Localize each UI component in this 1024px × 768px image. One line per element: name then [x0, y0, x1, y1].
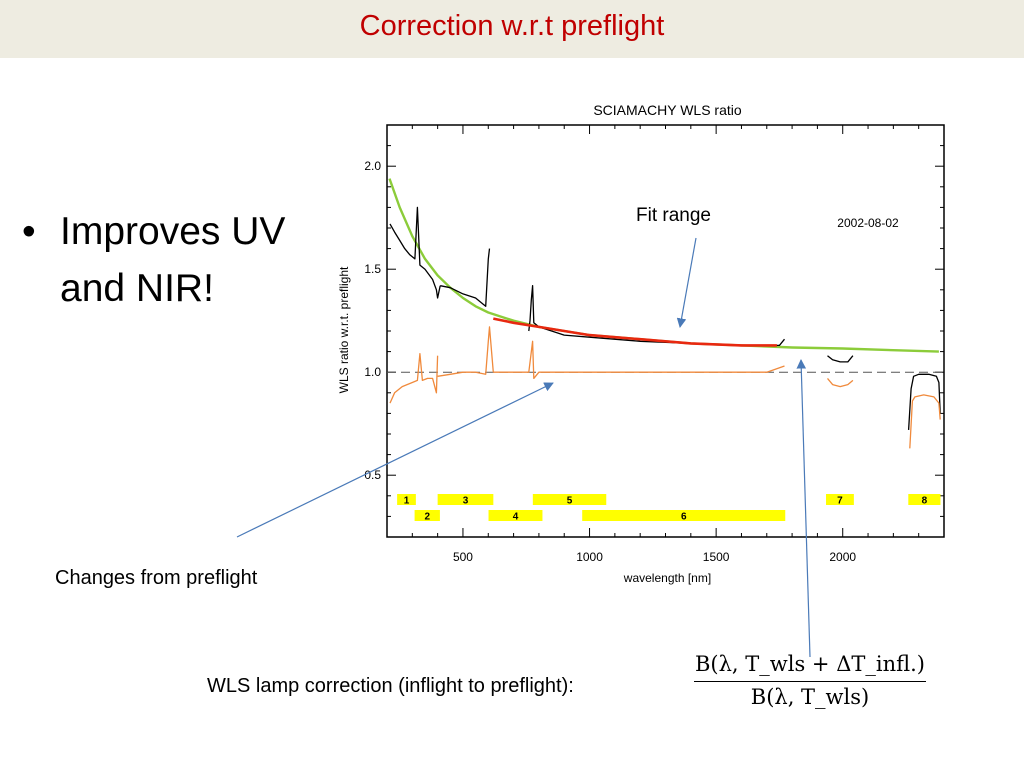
channel-band	[414, 510, 440, 521]
fit-range-line	[493, 317, 777, 347]
x-axis-label: wavelength [nm]	[623, 571, 711, 585]
channel-label: 7	[837, 496, 843, 507]
channel-band	[532, 494, 607, 505]
channel-band	[826, 494, 854, 505]
y-tick-label: 1.0	[364, 365, 381, 379]
y-axis-label: WLS ratio w.r.t. preflight	[337, 266, 351, 393]
channel-band	[908, 494, 941, 505]
changes-line	[389, 353, 439, 404]
bullet-text: Improves UV and NIR!	[60, 210, 286, 310]
formula-fraction-bar	[694, 681, 926, 682]
title-bar	[0, 0, 1024, 58]
wls-ratio-line	[389, 206, 441, 299]
chart-title: SCIAMACHY WLS ratio	[593, 102, 742, 118]
date-label: 2002-08-02	[837, 216, 899, 230]
wls-ratio-line	[827, 355, 854, 363]
channel-band	[488, 510, 543, 521]
channel-label: 6	[681, 512, 687, 523]
plot-frame	[386, 124, 945, 538]
channel-label: 4	[513, 512, 519, 523]
x-tick-label: 2000	[829, 550, 856, 564]
wls-ratio-line	[440, 248, 491, 307]
changes-line	[493, 340, 785, 380]
channel-band	[437, 494, 494, 505]
fit-curve	[388, 178, 939, 353]
channel-label: 8	[922, 496, 928, 507]
changes-from-preflight-label: Changes from preflight	[55, 567, 258, 589]
slide-title: Correction w.r.t preflight	[359, 10, 665, 42]
changes-line	[909, 394, 941, 449]
channel-label: 3	[463, 496, 469, 507]
changes-line	[826, 377, 854, 388]
fit-range-arrow	[676, 237, 697, 328]
channel-label: 5	[567, 496, 573, 507]
channel-label: 1	[404, 496, 410, 507]
wls-ratio-line	[528, 285, 590, 338]
bullet-dot: •	[22, 210, 36, 253]
y-tick-label: 0.5	[364, 468, 381, 482]
y-tick-label: 1.5	[364, 262, 381, 276]
blackbody-correction-formula: B(λ, T_wls + ΔT_infl.) B(λ, T_wls)	[690, 652, 930, 709]
changes-arrow	[236, 382, 554, 538]
channel-band	[397, 494, 416, 505]
y-tick-label: 2.0	[364, 159, 381, 173]
channel-label: 2	[424, 512, 430, 523]
correction-arrow	[796, 359, 811, 658]
channel-band	[582, 510, 786, 521]
fit-range-label: Fit range	[636, 205, 711, 226]
wls-ratio-line	[907, 373, 941, 430]
formula-numerator: B(λ, T_wls + ΔT_infl.)	[695, 652, 925, 676]
x-tick-label: 1500	[703, 550, 730, 564]
changes-line	[437, 326, 494, 377]
formula-denominator: B(λ, T_wls)	[750, 685, 870, 709]
x-tick-label: 500	[453, 550, 473, 564]
wls-lamp-correction-label: WLS lamp correction (inflight to preflig…	[207, 675, 574, 697]
x-tick-label: 1000	[576, 550, 603, 564]
